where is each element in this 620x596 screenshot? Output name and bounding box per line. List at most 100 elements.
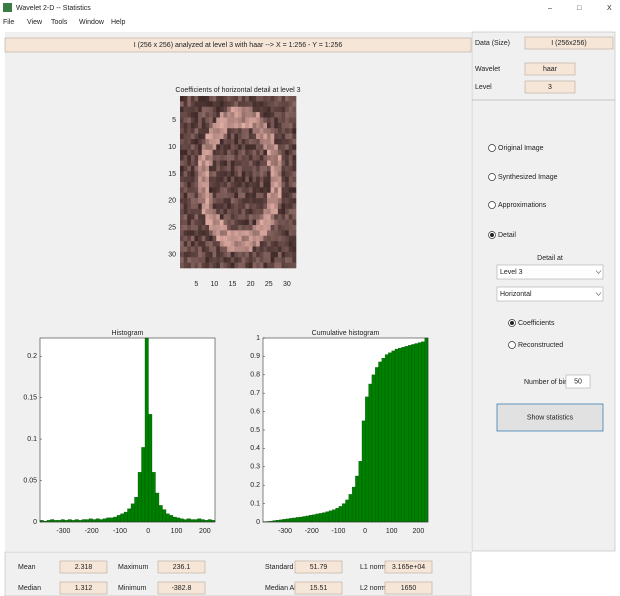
image-cell (249, 193, 253, 199)
image-cell (209, 112, 213, 118)
image-cell (198, 182, 202, 188)
image-cell (249, 166, 253, 172)
image-cell (191, 247, 195, 253)
select-value[interactable]: Horizontal (500, 291, 532, 298)
menu-item[interactable]: View (27, 19, 43, 26)
image-cell (260, 171, 264, 177)
image-cell (184, 209, 188, 215)
image-cell (231, 144, 235, 150)
image-cell (227, 171, 231, 177)
image-cell (260, 177, 264, 183)
image-cell (195, 166, 199, 172)
image-cell (205, 134, 209, 140)
histogram-bar (303, 516, 306, 522)
image-cell (213, 96, 217, 102)
image-cell (220, 209, 224, 215)
image-cell (263, 230, 267, 236)
close[interactable]: X (607, 5, 612, 12)
image-cell (260, 209, 264, 215)
radio[interactable] (509, 342, 516, 349)
menu-item[interactable]: Help (111, 19, 126, 26)
menu-item[interactable]: Window (79, 19, 105, 26)
image-cell (253, 247, 257, 253)
image-cell (195, 204, 199, 210)
image-cell (285, 236, 289, 242)
image-cell (289, 214, 293, 220)
image-cell (282, 118, 286, 124)
image-cell (227, 161, 231, 167)
image-cell (242, 193, 246, 199)
image-cell (202, 128, 206, 134)
histogram-bar (131, 504, 135, 522)
radio-label[interactable]: Synthesized Image (498, 174, 558, 181)
image-cell (227, 236, 231, 242)
image-cell (249, 139, 253, 145)
radio-label[interactable]: Coefficients (518, 320, 555, 327)
image-cell (271, 139, 275, 145)
image-cell (267, 161, 271, 167)
image-cell (180, 187, 184, 193)
image-cell (289, 101, 293, 107)
histogram-bar (378, 362, 381, 522)
x-tick-label: 0 (146, 528, 150, 535)
image-cell (238, 263, 242, 269)
select-value[interactable]: Level 3 (500, 269, 523, 276)
radio-label[interactable]: Approximations (498, 202, 547, 209)
image-cell (209, 134, 213, 140)
image-cell (245, 118, 249, 124)
image-cell (180, 150, 184, 156)
image-cell (260, 161, 264, 167)
image-cell (213, 252, 217, 258)
menu-item[interactable]: File (3, 19, 14, 26)
radio[interactable] (489, 145, 496, 152)
image-cell (274, 187, 278, 193)
image-cell (278, 236, 282, 242)
x-tick-label: -200 (305, 528, 319, 535)
image-cell (267, 193, 271, 199)
detail-at-label: Detail at (537, 255, 563, 262)
image-cell (263, 155, 267, 161)
image-cell (216, 193, 220, 199)
image-cell (292, 198, 296, 204)
radio[interactable] (489, 202, 496, 209)
image-cell (282, 241, 286, 247)
image-cell (209, 107, 213, 113)
image-cell (292, 187, 296, 193)
radio[interactable] (489, 174, 496, 181)
image-cell (227, 241, 231, 247)
image-cell (220, 166, 224, 172)
image-cell (274, 220, 278, 226)
image-cell (238, 123, 242, 129)
image-cell (213, 128, 217, 134)
image-cell (202, 241, 206, 247)
image-cell (256, 139, 260, 145)
image-cell (216, 107, 220, 113)
image-cell (285, 107, 289, 113)
histogram-bar (306, 516, 309, 522)
bins-value[interactable]: 50 (574, 378, 582, 385)
image-cell (256, 161, 260, 167)
image-cell (242, 128, 246, 134)
minimize[interactable]: – (548, 5, 552, 12)
image-cell (234, 166, 238, 172)
radio-label[interactable]: Original Image (498, 145, 544, 152)
histogram-bar (342, 504, 345, 522)
image-cell (263, 161, 267, 167)
image-cell (195, 139, 199, 145)
image-cell (216, 150, 220, 156)
radio-label[interactable]: Reconstructed (518, 342, 563, 349)
menu-item[interactable]: Tools (51, 19, 68, 26)
image-cell (263, 214, 267, 220)
image-cell (278, 155, 282, 161)
image-cell (285, 198, 289, 204)
image-cell (245, 204, 249, 210)
image-cell (224, 150, 228, 156)
image-cell (242, 101, 246, 107)
image-cell (209, 230, 213, 236)
image-cell (274, 198, 278, 204)
radio-label[interactable]: Detail (498, 232, 516, 239)
image-cell (238, 101, 242, 107)
button-label[interactable]: Show statistics (527, 414, 574, 421)
image-cell (216, 123, 220, 129)
image-cell (195, 241, 199, 247)
